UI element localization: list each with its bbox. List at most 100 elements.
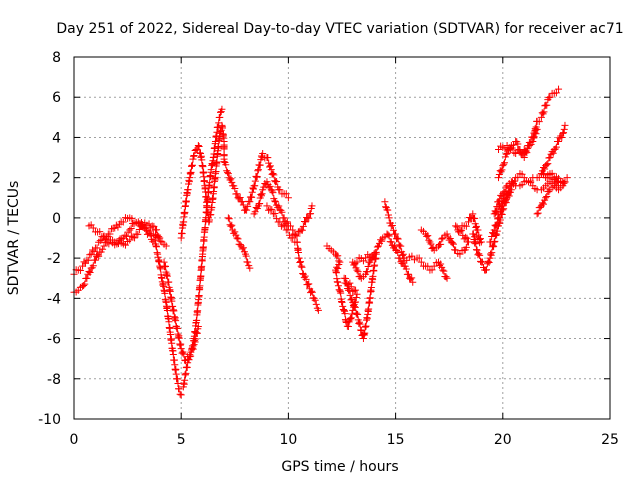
- data-point: [109, 224, 117, 232]
- data-point: [334, 278, 342, 286]
- data-point: [453, 223, 461, 231]
- data-point: [440, 267, 448, 275]
- data-point: [423, 232, 431, 240]
- data-point: [502, 150, 510, 158]
- data-point: [363, 268, 371, 276]
- data-point: [244, 258, 252, 266]
- data-point: [191, 338, 199, 346]
- data-point: [463, 234, 471, 242]
- data-point: [366, 294, 374, 302]
- data-point: [492, 222, 500, 230]
- data-point: [520, 154, 528, 162]
- data-point: [278, 208, 286, 216]
- data-point: [486, 254, 494, 262]
- data-point: [239, 201, 247, 209]
- data-point: [254, 166, 262, 174]
- data-point: [307, 287, 315, 295]
- data-point: [223, 167, 231, 175]
- data-point: [121, 241, 129, 249]
- data-point: [552, 143, 560, 151]
- data-point: [378, 237, 386, 245]
- data-point: [452, 222, 460, 230]
- data-point: [213, 158, 221, 166]
- data-point: [251, 182, 259, 190]
- data-point: [351, 303, 359, 311]
- data-point: [279, 221, 287, 229]
- data-point: [222, 161, 230, 169]
- data-point: [231, 184, 239, 192]
- data-point: [355, 254, 363, 262]
- data-point: [540, 200, 548, 208]
- data-point: [561, 121, 569, 129]
- data-point: [178, 349, 186, 357]
- data-point: [417, 258, 425, 266]
- data-point: [188, 161, 196, 169]
- data-point: [256, 161, 264, 169]
- data-point: [557, 178, 565, 186]
- data-point: [495, 198, 503, 206]
- data-point: [353, 290, 361, 298]
- data-point: [397, 242, 405, 250]
- data-point: [501, 196, 509, 204]
- data-point: [298, 263, 306, 271]
- data-point: [392, 230, 400, 238]
- data-point: [86, 251, 94, 259]
- data-point: [474, 234, 482, 242]
- data-point: [394, 248, 402, 256]
- data-point: [302, 275, 310, 283]
- data-point: [487, 250, 495, 258]
- data-point: [272, 198, 280, 206]
- y-axis-label: SDTVAR / TECUs: [6, 181, 22, 296]
- data-point: [271, 177, 279, 185]
- data-point: [145, 229, 153, 237]
- data-point: [175, 385, 183, 393]
- data-point: [537, 113, 545, 121]
- data-point: [502, 183, 510, 191]
- data-point: [276, 218, 284, 226]
- data-point: [81, 280, 89, 288]
- data-point: [131, 234, 139, 242]
- data-point: [312, 300, 320, 308]
- data-point: [258, 190, 266, 198]
- data-point: [80, 258, 88, 266]
- data-point: [536, 203, 544, 211]
- data-point: [248, 193, 256, 201]
- data-point: [157, 265, 165, 273]
- x-axis-label: GPS time / hours: [281, 459, 398, 475]
- data-point: [355, 319, 363, 327]
- data-point: [216, 113, 224, 121]
- data-point: [283, 218, 291, 226]
- data-point: [224, 168, 232, 176]
- data-point: [334, 252, 342, 260]
- data-point: [233, 190, 241, 198]
- data-point: [184, 359, 192, 367]
- data-point: [488, 249, 496, 257]
- data-point: [134, 230, 142, 238]
- data-point: [339, 306, 347, 314]
- data-point: [100, 242, 108, 250]
- data-point: [234, 235, 242, 243]
- data-point: [301, 272, 309, 280]
- x-tick-label: 0: [70, 432, 79, 448]
- data-point: [123, 232, 131, 240]
- data-point: [238, 198, 246, 206]
- data-point: [426, 238, 434, 246]
- data-point: [350, 303, 358, 311]
- data-point: [437, 240, 445, 248]
- data-point: [356, 320, 364, 328]
- data-point: [483, 266, 491, 274]
- data-point: [362, 322, 370, 330]
- data-point: [478, 258, 486, 266]
- data-point: [289, 234, 297, 242]
- data-point: [231, 228, 239, 236]
- data-point: [352, 309, 360, 317]
- data-point: [332, 269, 340, 277]
- data-point: [293, 232, 301, 240]
- data-point: [302, 218, 310, 226]
- data-point: [152, 242, 160, 250]
- data-point: [282, 190, 290, 198]
- data-point: [227, 175, 235, 183]
- data-point: [271, 197, 279, 205]
- data-point: [187, 168, 195, 176]
